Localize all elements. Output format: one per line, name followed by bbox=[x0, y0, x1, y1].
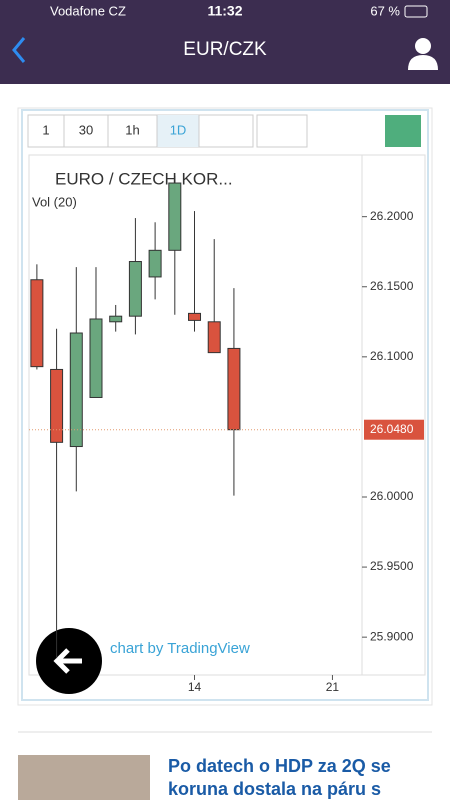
news-headline[interactable]: Po datech o HDP za 2Q se koruna dostala … bbox=[168, 756, 391, 799]
last-price-label: 26.0480 bbox=[370, 422, 414, 436]
candle-body bbox=[227, 347, 241, 431]
carrier: Vodafone CZ bbox=[50, 3, 126, 18]
candle-body bbox=[69, 332, 83, 448]
y-tick-label: 26.1000 bbox=[370, 349, 414, 363]
snapshot-button[interactable] bbox=[385, 115, 421, 147]
news-image[interactable] bbox=[18, 755, 150, 800]
battery: 67 % bbox=[370, 3, 400, 18]
toolbar bbox=[27, 114, 254, 148]
last-price-tag bbox=[364, 419, 424, 440]
nav-title: EUR/CZK bbox=[183, 39, 267, 60]
news-headline-box: Po datech o HDP za 2Q se koruna dostala … bbox=[168, 756, 391, 799]
plot-area bbox=[28, 154, 363, 676]
back-button[interactable] bbox=[12, 37, 26, 63]
indicators-button[interactable] bbox=[256, 114, 308, 148]
y-tick-label: 25.9500 bbox=[370, 559, 414, 573]
interval-button[interactable]: 1D bbox=[170, 122, 187, 137]
symbol-legend: EURO / CZECH KOR... bbox=[55, 169, 233, 188]
profile-icon[interactable] bbox=[408, 38, 438, 70]
watermark: chart by TradingView bbox=[110, 640, 250, 657]
fab-arrow bbox=[53, 648, 82, 674]
candle-body bbox=[30, 279, 44, 368]
volume-legend: Vol (20) bbox=[32, 194, 77, 209]
time: 11:32 bbox=[207, 3, 242, 19]
candle-body bbox=[89, 318, 103, 398]
interval-button[interactable]: 1h bbox=[125, 122, 139, 137]
candle-body bbox=[128, 261, 142, 317]
x-tick-label: 14 bbox=[188, 680, 202, 694]
candle-body bbox=[168, 182, 182, 251]
candle-body bbox=[109, 315, 123, 323]
price-axis bbox=[361, 154, 426, 676]
candle-body bbox=[50, 368, 64, 443]
y-tick-label: 26.1500 bbox=[370, 279, 414, 293]
candle-body bbox=[188, 312, 202, 321]
y-tick-label: 25.9000 bbox=[370, 629, 414, 643]
x-tick-label: 21 bbox=[326, 680, 340, 694]
battery-icon bbox=[404, 5, 428, 18]
chart-frame bbox=[21, 109, 429, 701]
header-bg bbox=[0, 0, 450, 84]
y-tick-label: 26.2000 bbox=[370, 209, 414, 223]
active-interval bbox=[157, 115, 199, 147]
interval-button[interactable]: 1 bbox=[42, 122, 49, 137]
candle-body bbox=[207, 321, 221, 354]
candle-body bbox=[148, 249, 162, 278]
y-tick-label: 26.0000 bbox=[370, 489, 414, 503]
interval-button[interactable]: 30 bbox=[79, 122, 93, 137]
